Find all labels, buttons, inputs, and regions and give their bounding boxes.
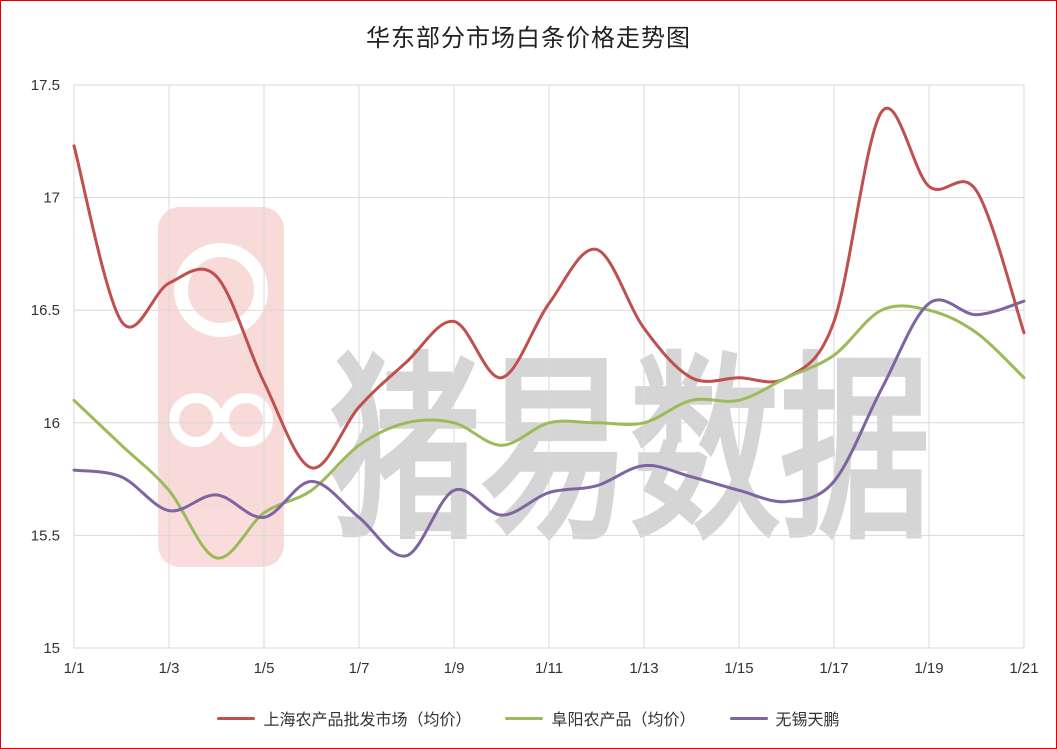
legend-item: 上海农产品批发市场（均价） — [217, 706, 471, 730]
legend-swatch — [217, 716, 256, 720]
x-tick-label: 1/9 — [444, 660, 465, 677]
axis-labels: 15 15.5 16 16.5 17 17.5 1/1 1/3 1/5 1/7 1/9 1/11 1/1… — [31, 77, 1039, 677]
watermark-logo: 猪易数据 — [158, 207, 930, 568]
legend-label: 上海农产品批发市场（均价） — [263, 710, 472, 729]
watermark-ring-left — [169, 393, 223, 447]
x-tick-label: 1/5 — [254, 660, 275, 677]
x-tick-label: 1/21 — [1009, 660, 1038, 677]
y-tick-label: 15.5 — [31, 527, 60, 544]
series-line-3 — [72, 298, 1026, 558]
x-tick-label: 1/1 — [64, 660, 85, 677]
series-lines — [72, 107, 1026, 560]
y-tick-label: 16.5 — [31, 302, 60, 319]
x-tick-label: 1/17 — [819, 660, 848, 677]
y-tick-label: 15 — [43, 640, 60, 657]
legend-label: 无锡天鹏 — [775, 710, 840, 729]
x-tick-label: 1/11 — [535, 660, 563, 677]
legend-item: 无锡天鹏 — [729, 706, 840, 730]
watermark-ring-right — [219, 393, 273, 447]
watermark-badge — [158, 207, 284, 567]
x-tick-label: 1/15 — [724, 660, 753, 677]
y-tick-label: 17 — [43, 190, 60, 207]
legend-label: 阜阳农产品（均价） — [551, 710, 696, 729]
watermark-ring-top — [174, 243, 268, 337]
x-tick-label: 1/13 — [629, 660, 658, 677]
y-tick-label: 16 — [43, 415, 60, 432]
legend-item: 阜阳农产品（均价） — [505, 706, 696, 730]
legend: 上海农产品批发市场（均价） 阜阳农产品（均价） 无锡天鹏 — [0, 706, 1057, 730]
x-tick-label: 1/19 — [914, 660, 943, 677]
legend-swatch — [505, 716, 544, 720]
grid — [73, 84, 1025, 649]
x-tick-label: 1/7 — [349, 660, 370, 677]
x-tick-label: 1/3 — [159, 660, 180, 677]
watermark-text: 猪易数据 — [330, 335, 930, 568]
chart-title: 华东部分市场白条价格走势图 — [366, 24, 691, 52]
series-line-2 — [72, 304, 1026, 560]
series-line-1 — [72, 107, 1026, 470]
legend-swatch — [729, 716, 768, 720]
y-tick-label: 17.5 — [31, 77, 60, 94]
